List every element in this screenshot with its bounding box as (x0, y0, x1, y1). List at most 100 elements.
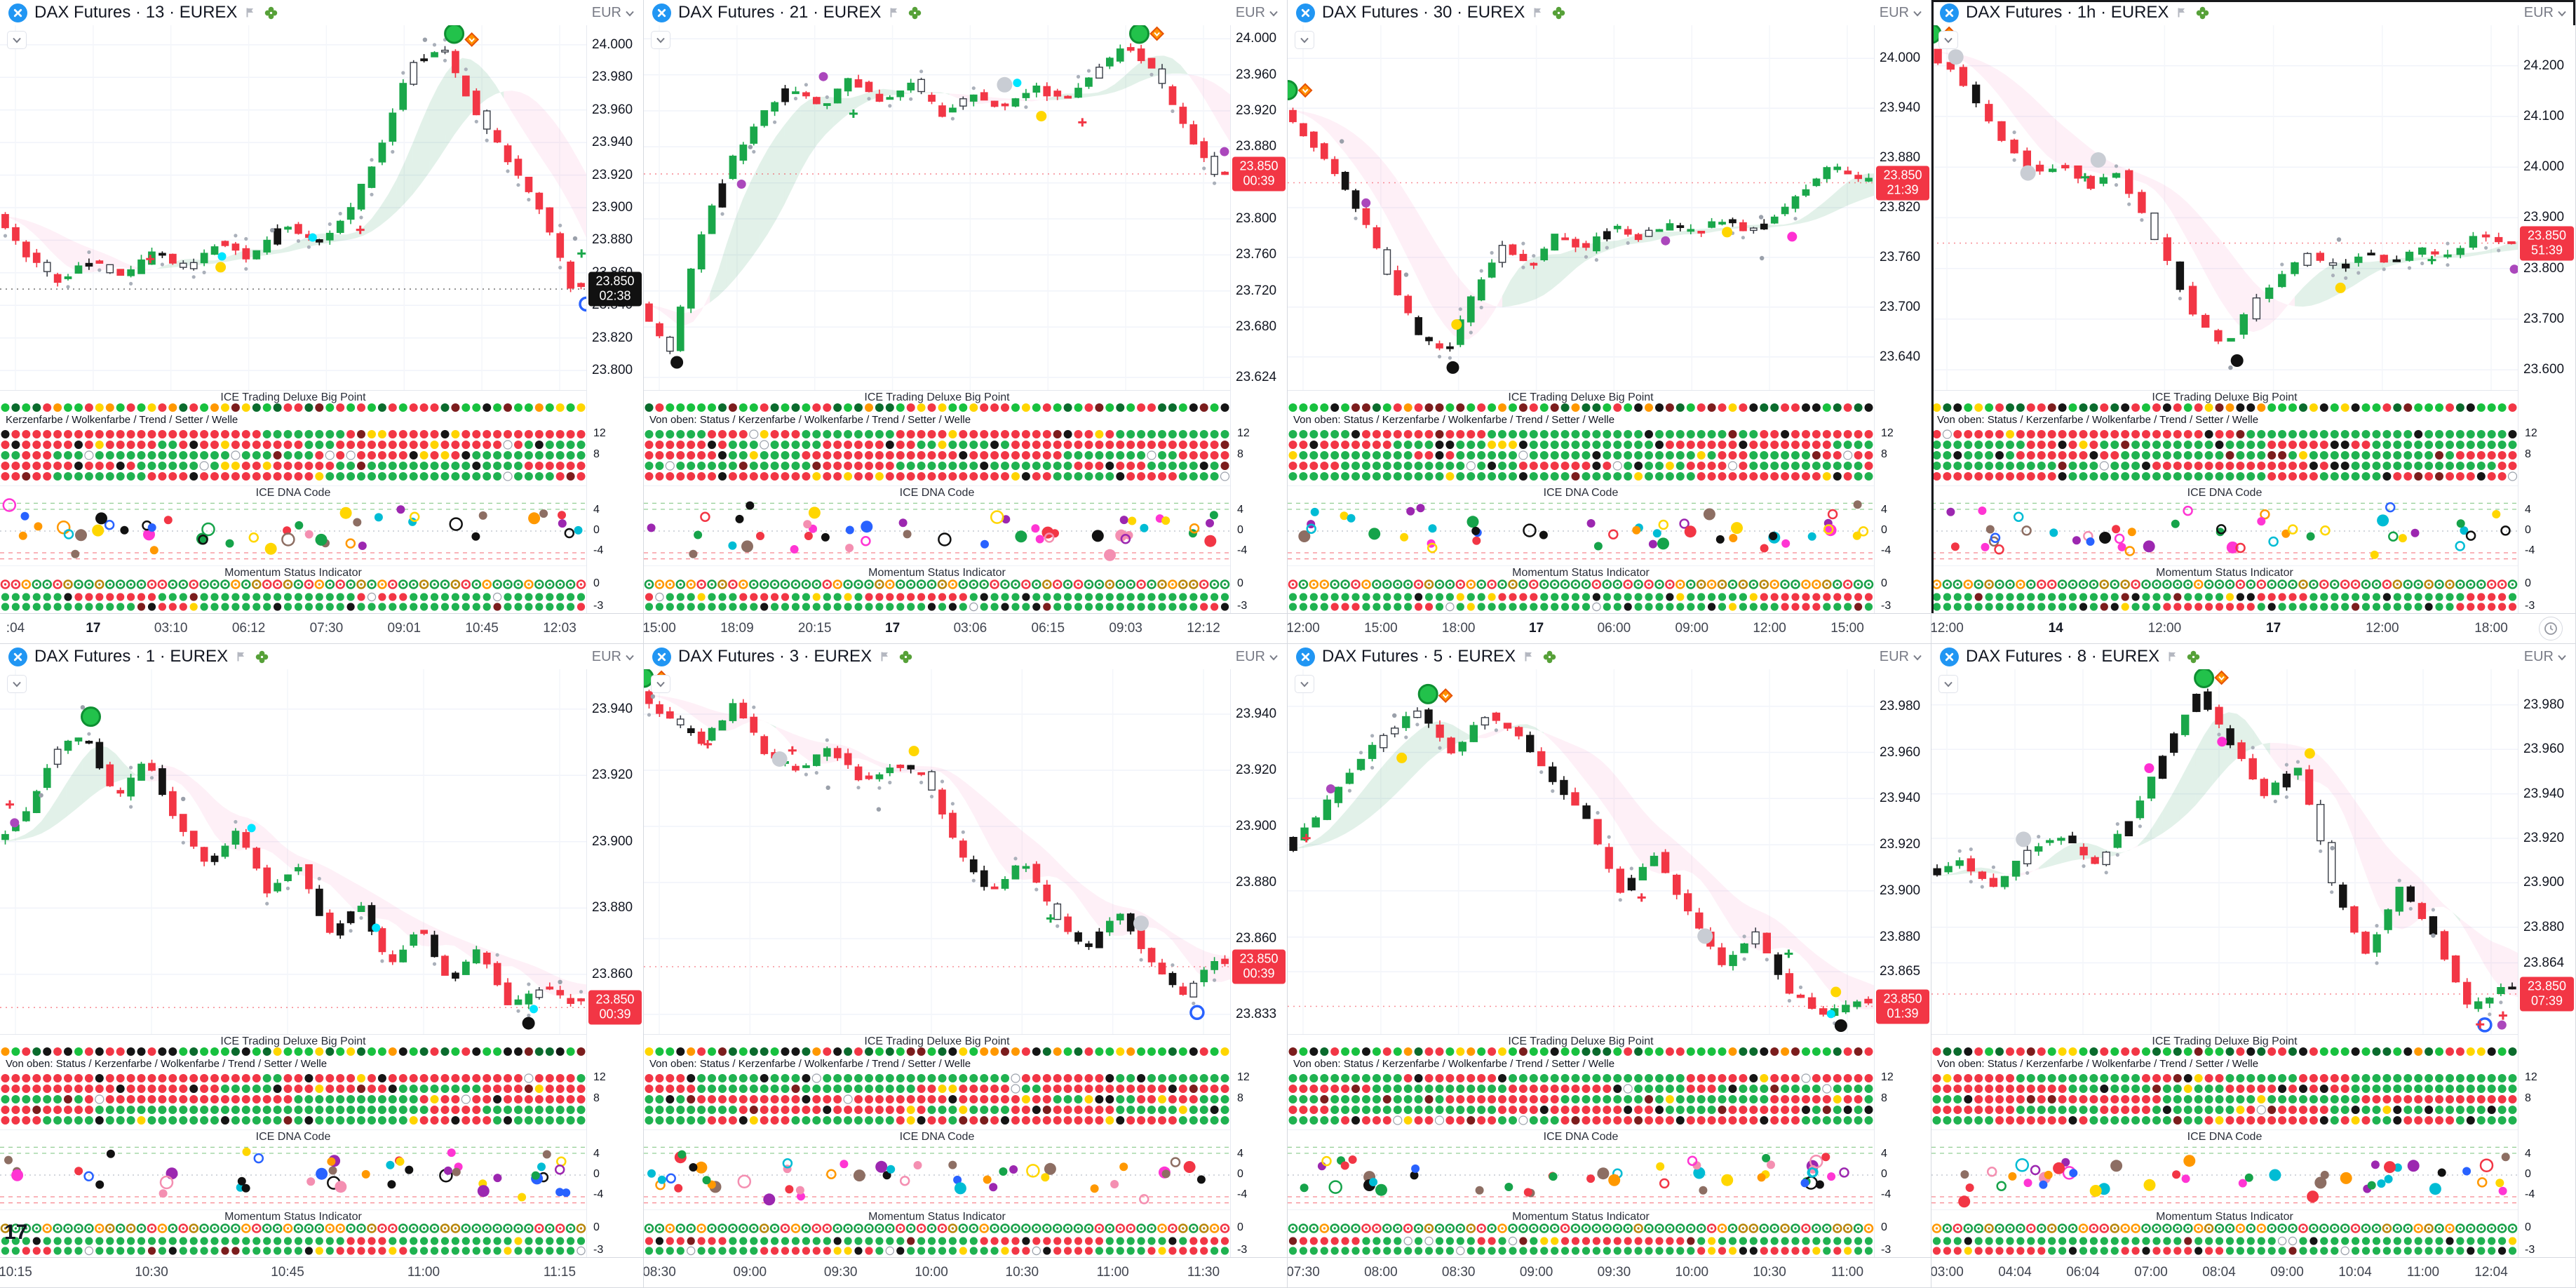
flag-icon[interactable] (879, 650, 891, 663)
symbol-title[interactable]: DAX Futures · 3 · EUREX (678, 647, 872, 666)
dna-pane[interactable]: ICE DNA Code (644, 485, 1230, 566)
flag-icon[interactable] (2176, 6, 2188, 19)
bigpoint-pane[interactable]: ICE Trading Deluxe Big Point Kerzenfarbe … (0, 390, 586, 486)
clover-icon[interactable] (1542, 650, 1557, 664)
legend-collapse-button[interactable] (651, 31, 670, 49)
price-chart[interactable] (0, 25, 586, 390)
clover-icon[interactable] (255, 650, 269, 664)
currency-dropdown[interactable]: EUR (1236, 5, 1279, 21)
time-axis[interactable]: 12:00 15:00 18:00 17 06:00 09:00 12:00 15:00 (1288, 613, 1931, 643)
time-axis[interactable]: 10:15 10:30 10:45 11:00 11:15 (0, 1257, 643, 1287)
price-axis[interactable]: 23.940 23.920 23.900 23.880 23.860 23.850 00:3… (586, 669, 643, 1258)
time-axis[interactable]: 15:00 18:09 20:15 17 03:06 06:15 09:03 12:12 (644, 613, 1287, 643)
dna-pane[interactable]: ICE DNA Code (1931, 1129, 2518, 1210)
currency-dropdown[interactable]: EUR (1880, 649, 1922, 665)
momentum-pane[interactable]: Momentum Status Indicator (644, 565, 1230, 615)
symbol-title[interactable]: DAX Futures · 30 · EUREX (1322, 3, 1525, 22)
momentum-pane[interactable]: Momentum Status Indicator (1288, 565, 1874, 615)
price-axis[interactable]: 23.980 23.960 23.940 23.920 23.900 23.880 23.8… (2518, 669, 2575, 1258)
price-axis[interactable]: 24.000 23.940 23.880 23.820 23.760 23.700 23.6… (1874, 25, 1931, 614)
price-axis[interactable]: 24.00023.96023.92023.88023.84023.80023.7… (1230, 25, 1287, 614)
time-axis[interactable]: 07:30 08:00 08:30 09:00 09:30 10:00 10:30 11:00 (1288, 1257, 1931, 1287)
time-axis[interactable]: 03:00 04:04 06:04 07:00 08:04 09:00 10:04 11:00… (1931, 1257, 2575, 1287)
bigpoint-pane[interactable]: ICE Trading Deluxe Big Point Von oben: St… (1931, 390, 2518, 486)
flag-icon[interactable] (235, 650, 248, 663)
time-axis[interactable]: 08:30 09:00 09:30 10:00 10:30 11:00 11:30 (644, 1257, 1287, 1287)
currency-dropdown[interactable]: EUR (592, 649, 635, 665)
chevron-down-icon (2557, 5, 2567, 21)
price-chart[interactable] (1288, 669, 1874, 1034)
bigpoint-pane[interactable]: ICE Trading Deluxe Big Point Von oben: St… (644, 390, 1230, 486)
legend-collapse-button[interactable] (1938, 675, 1958, 693)
dna-pane[interactable]: ICE DNA Code (644, 1129, 1230, 1210)
legend-collapse-button[interactable] (1295, 675, 1314, 693)
momentum-pane[interactable]: Momentum Status Indicator (0, 565, 586, 615)
symbol-title[interactable]: DAX Futures · 8 · EUREX (1966, 647, 2160, 666)
time-axis[interactable]: 12:00 14 12:00 17 12:00 18:00 (1931, 613, 2575, 643)
time-label: 09:00 (1675, 621, 1709, 636)
bigpoint-pane[interactable]: ICE Trading Deluxe Big Point Von oben: St… (1288, 1034, 1874, 1130)
symbol-title[interactable]: DAX Futures · 1 · EUREX (34, 647, 229, 666)
momentum-pane[interactable]: Momentum Status Indicator (644, 1209, 1230, 1259)
section-title-momentum: Momentum Status Indicator (868, 1211, 1006, 1223)
price-axis[interactable]: 24.000 23.980 23.960 23.940 23.920 23.900 23.8… (586, 25, 643, 614)
legend-collapse-button[interactable] (7, 675, 27, 693)
section-title-bigpoint: ICE Trading Deluxe Big Point (1508, 1035, 1654, 1047)
legend-collapse-button[interactable] (1938, 31, 1958, 49)
clover-icon[interactable] (2195, 6, 2210, 20)
price-chart[interactable] (1931, 25, 2518, 390)
currency-dropdown[interactable]: EUR (1236, 649, 1279, 665)
price-tick: 23.940 (592, 701, 633, 716)
clover-icon[interactable] (2186, 650, 2201, 664)
flag-icon[interactable] (244, 6, 257, 19)
price-axis[interactable]: 23.940 23.920 23.900 23.880 23.860 23.833 23.8… (1230, 669, 1287, 1258)
bigpoint-pane[interactable]: ICE Trading Deluxe Big Point Von oben: St… (644, 1034, 1230, 1130)
price-axis[interactable]: 23.980 23.960 23.940 23.920 23.900 23.880 23.8… (1874, 669, 1931, 1258)
dna-pane[interactable]: ICE DNA Code (0, 1129, 586, 1210)
clover-icon[interactable] (908, 6, 922, 20)
momentum-pane[interactable]: Momentum Status Indicator (1288, 1209, 1874, 1259)
indicator-axis-label: 12 (1237, 1071, 1250, 1083)
price-chart[interactable] (644, 669, 1230, 1034)
symbol-title[interactable]: DAX Futures · 21 · EUREX (678, 3, 882, 22)
price-chart[interactable] (1931, 669, 2518, 1034)
currency-dropdown[interactable]: EUR (592, 5, 635, 21)
dna-pane[interactable]: ICE DNA Code (0, 485, 586, 566)
price-axis[interactable]: 24.200 24.100 24.000 23.900 23.800 23.700 23.6… (2518, 25, 2575, 614)
momentum-pane[interactable]: Momentum Status Indicator (1931, 1209, 2518, 1259)
bigpoint-legend: Von oben: Status / Kerzenfarbe / Wolkenf… (649, 1058, 971, 1070)
badge-countdown: 21:39 (1887, 182, 1919, 196)
price-badge: 23.850 21:39 (1876, 166, 1929, 200)
dna-pane[interactable]: ICE DNA Code (1931, 485, 2518, 566)
flag-icon[interactable] (1532, 6, 1544, 19)
symbol-title[interactable]: DAX Futures · 1h · EUREX (1966, 3, 2169, 22)
symbol-title[interactable]: DAX Futures · 5 · EUREX (1322, 647, 1516, 666)
legend-collapse-button[interactable] (651, 675, 670, 693)
currency-dropdown[interactable]: EUR (2524, 5, 2567, 21)
currency-dropdown[interactable]: EUR (1880, 5, 1922, 21)
clover-icon[interactable] (898, 650, 913, 664)
clover-icon[interactable] (1551, 6, 1566, 20)
momentum-pane[interactable]: Momentum Status Indicator (1931, 565, 2518, 615)
bigpoint-pane[interactable]: ICE Trading Deluxe Big Point Von oben: St… (1931, 1034, 2518, 1130)
momentum-pane[interactable]: Momentum Status Indicator (0, 1209, 586, 1259)
bigpoint-pane[interactable]: ICE Trading Deluxe Big Point Von oben: St… (0, 1034, 586, 1130)
legend-collapse-button[interactable] (1295, 31, 1314, 49)
currency-dropdown[interactable]: EUR (2524, 649, 2567, 665)
flag-icon[interactable] (888, 6, 901, 19)
clover-icon[interactable] (264, 6, 278, 20)
flag-icon[interactable] (2166, 650, 2179, 663)
symbol-title[interactable]: DAX Futures · 13 · EUREX (34, 3, 238, 22)
indicator-axis-label: 0 (2525, 577, 2531, 589)
dna-pane[interactable]: ICE DNA Code (1288, 1129, 1874, 1210)
price-tick: 23.865 (1880, 964, 1921, 979)
clock-icon[interactable] (2539, 617, 2563, 640)
price-chart[interactable] (644, 25, 1230, 390)
flag-icon[interactable] (1523, 650, 1535, 663)
price-chart[interactable] (0, 669, 586, 1034)
dna-pane[interactable]: ICE DNA Code (1288, 485, 1874, 566)
legend-collapse-button[interactable] (7, 31, 27, 49)
time-axis[interactable]: :04 17 03:10 06:12 07:30 09:01 10:45 12:03 (0, 613, 643, 643)
price-chart[interactable] (1288, 25, 1874, 390)
bigpoint-pane[interactable]: ICE Trading Deluxe Big Point Von oben: St… (1288, 390, 1874, 486)
